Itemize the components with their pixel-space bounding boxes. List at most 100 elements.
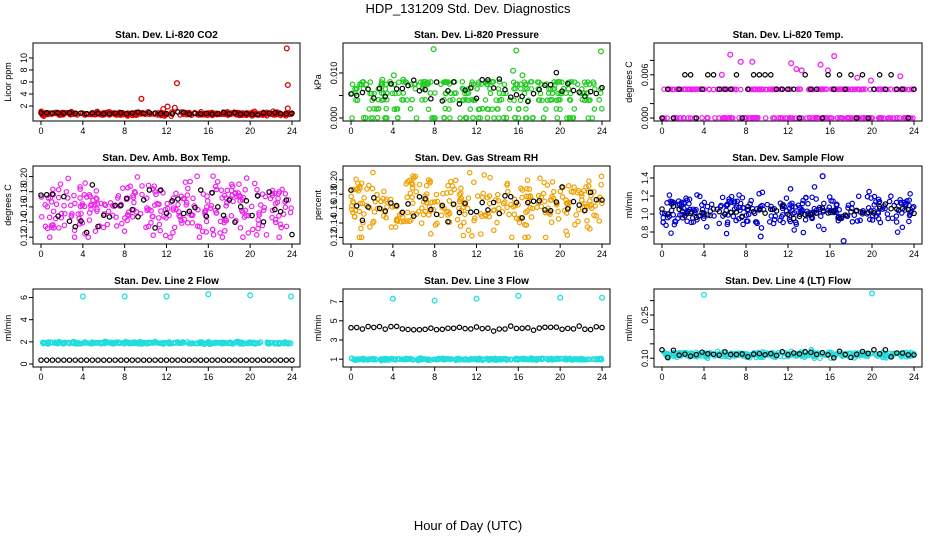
panel-2: Stan. Dev. Li-820 Pressure 0 4 8 12 16 20 24 0.0… xyxy=(313,30,611,136)
reference-point xyxy=(95,223,101,230)
data-point xyxy=(673,114,679,121)
data-point xyxy=(470,115,476,121)
reference-point xyxy=(530,327,537,334)
data-point xyxy=(523,209,529,216)
data-point xyxy=(89,340,96,346)
reference-point xyxy=(836,348,843,355)
data-point xyxy=(548,96,555,103)
data-point xyxy=(702,350,708,357)
data-point xyxy=(251,180,258,187)
data-point xyxy=(62,210,68,217)
reference-point xyxy=(576,89,582,95)
reference-point xyxy=(570,198,577,205)
outlier-point xyxy=(868,290,876,297)
reference-point xyxy=(112,110,118,116)
reference-point xyxy=(192,204,198,211)
x-tick-label: 8 xyxy=(432,126,437,136)
data-point xyxy=(461,219,467,226)
reference-point xyxy=(129,206,136,213)
reference-point xyxy=(705,350,711,357)
reference-point xyxy=(467,85,474,91)
y-tick-label: 0.006 xyxy=(640,64,650,87)
data-point xyxy=(557,106,563,113)
outlier-point xyxy=(473,295,480,302)
reference-point xyxy=(353,203,360,209)
reference-point xyxy=(542,324,548,331)
data-point xyxy=(162,232,169,239)
data-point xyxy=(126,340,132,346)
reference-point xyxy=(553,324,560,330)
reference-point xyxy=(215,204,221,210)
data-point xyxy=(496,79,503,85)
reference-point xyxy=(243,198,250,204)
reference-point xyxy=(593,196,600,203)
reference-point xyxy=(733,209,740,215)
data-point xyxy=(139,191,145,198)
data-point xyxy=(676,201,683,208)
outlier-point xyxy=(831,53,838,60)
data-point xyxy=(93,195,99,201)
data-point xyxy=(431,199,438,205)
data-point xyxy=(716,115,722,121)
data-point xyxy=(871,202,878,208)
data-point xyxy=(731,200,738,206)
data-point xyxy=(528,214,535,220)
data-point xyxy=(184,185,191,192)
data-point xyxy=(800,229,807,236)
data-point xyxy=(65,175,72,182)
reference-point xyxy=(842,351,849,358)
reference-point xyxy=(123,110,130,117)
data-point xyxy=(806,114,813,121)
outlier-point xyxy=(287,293,295,300)
panel-title: Stan. Dev. Line 3 Flow xyxy=(424,276,529,287)
reference-point xyxy=(802,349,808,355)
x-tick-label: 12 xyxy=(783,249,793,259)
panel-title: Stan. Dev. Amb. Box Temp. xyxy=(102,153,230,164)
reference-point xyxy=(676,206,682,213)
data-point xyxy=(838,215,845,222)
data-point xyxy=(351,214,358,220)
data-point xyxy=(79,202,85,209)
data-point xyxy=(383,105,390,112)
data-point xyxy=(534,356,541,362)
outlier-point xyxy=(431,297,438,304)
data-point xyxy=(119,220,125,227)
data-point xyxy=(475,115,482,121)
data-point xyxy=(456,191,463,198)
data-point xyxy=(829,115,835,121)
reference-point xyxy=(745,353,751,360)
reference-point xyxy=(473,208,480,215)
reference-point xyxy=(570,87,577,94)
x-tick-label: 0 xyxy=(348,372,353,382)
data-point xyxy=(454,216,461,223)
data-point xyxy=(256,212,262,218)
data-point xyxy=(71,192,77,199)
reference-point xyxy=(490,85,497,91)
data-point xyxy=(555,97,562,103)
reference-point xyxy=(237,111,244,117)
data-point xyxy=(583,356,589,363)
reference-point xyxy=(209,190,215,196)
data-point xyxy=(504,204,510,211)
outlier-point xyxy=(700,291,708,298)
data-point xyxy=(462,211,468,218)
data-point xyxy=(443,79,449,85)
reference-point xyxy=(43,357,50,363)
data-point xyxy=(256,340,263,346)
data-point xyxy=(471,356,478,363)
data-point xyxy=(404,356,411,362)
y-axis-label: ml/min xyxy=(624,192,634,219)
data-point xyxy=(708,201,715,208)
x-tick-label: 4 xyxy=(701,249,706,259)
data-point xyxy=(463,115,470,121)
reference-point xyxy=(106,357,113,363)
data-point xyxy=(71,234,78,241)
data-point xyxy=(474,193,481,199)
panel-title: Stan. Dev. Line 2 Flow xyxy=(114,276,219,287)
data-point xyxy=(113,339,120,346)
reference-point xyxy=(163,210,170,217)
y-tick-label: 0.8 xyxy=(640,226,650,239)
reference-point xyxy=(888,205,894,212)
data-point xyxy=(777,217,783,224)
reference-point xyxy=(559,326,565,333)
